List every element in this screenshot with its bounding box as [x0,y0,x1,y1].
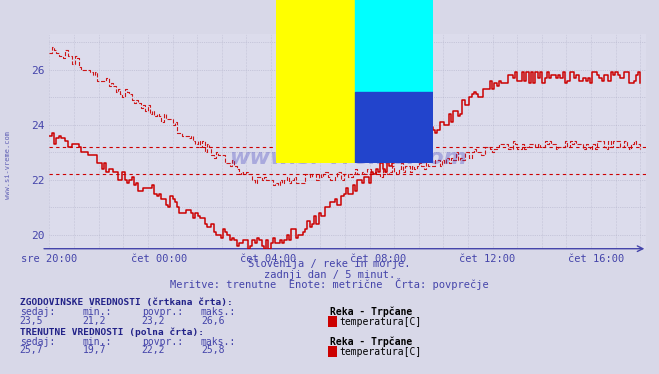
Text: maks.:: maks.: [201,307,236,317]
Bar [276,0,355,163]
Text: ZGODOVINSKE VREDNOSTI (črtkana črta):: ZGODOVINSKE VREDNOSTI (črtkana črta): [20,298,233,307]
Bar [355,0,433,92]
Text: maks.:: maks.: [201,337,236,347]
Text: Meritve: trenutne  Enote: metrične  Črta: povprečje: Meritve: trenutne Enote: metrične Črta: … [170,278,489,290]
Text: min.:: min.: [82,337,112,347]
Text: min.:: min.: [82,307,112,317]
Text: 19,7: 19,7 [82,346,106,355]
Text: temperatura[C]: temperatura[C] [339,318,422,327]
Text: povpr.:: povpr.: [142,307,183,317]
Text: 23,2: 23,2 [142,316,165,325]
Text: 21,2: 21,2 [82,316,106,325]
Text: sedaj:: sedaj: [20,307,55,317]
Text: TRENUTNE VREDNOSTI (polna črta):: TRENUTNE VREDNOSTI (polna črta): [20,327,204,337]
Text: 25,8: 25,8 [201,346,225,355]
Text: www.si-vreme.com: www.si-vreme.com [229,148,467,168]
Text: Reka - Trpčane: Reka - Trpčane [330,306,412,317]
Text: Slovenija / reke in morje.: Slovenija / reke in morje. [248,260,411,269]
Bar [355,92,433,163]
Text: povpr.:: povpr.: [142,337,183,347]
Text: 22,2: 22,2 [142,346,165,355]
Text: zadnji dan / 5 minut.: zadnji dan / 5 minut. [264,270,395,279]
Text: 25,7: 25,7 [20,346,43,355]
Text: 26,6: 26,6 [201,316,225,325]
Text: temperatura[C]: temperatura[C] [339,347,422,357]
Text: 23,5: 23,5 [20,316,43,325]
Text: www.si-vreme.com: www.si-vreme.com [5,131,11,199]
Title: Reka - Trpčane: Reka - Trpčane [289,16,406,31]
Text: Reka - Trpčane: Reka - Trpčane [330,336,412,347]
Text: sedaj:: sedaj: [20,337,55,347]
